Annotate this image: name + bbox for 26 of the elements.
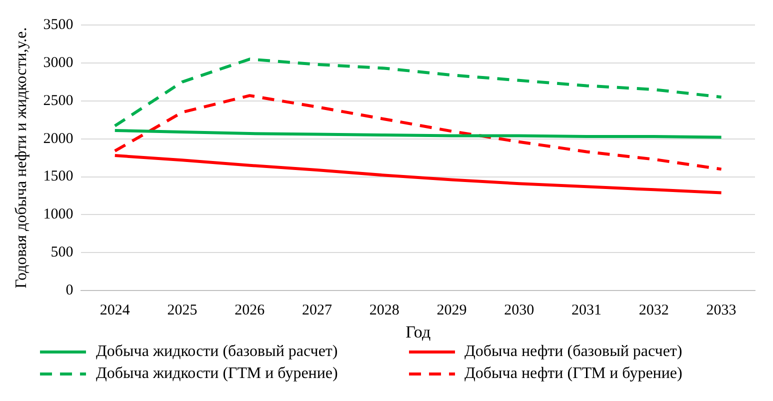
y-tick-label: 1000	[43, 206, 74, 223]
y-axis-title: Годовая добыча нефти и жидкости,у.е.	[12, 27, 30, 288]
x-tick-label: 2025	[167, 302, 198, 319]
x-tick-label: 2031	[572, 302, 602, 319]
y-tick-label: 500	[50, 244, 74, 261]
y-tick-label: 1500	[43, 168, 74, 185]
x-tick-label: 2028	[369, 302, 400, 319]
legend-label: Добыча нефти (базовый расчет)	[464, 343, 682, 361]
legend-label: Добыча нефти (ГТМ и бурение)	[464, 365, 682, 383]
y-tick-label: 0	[66, 282, 74, 299]
y-tick-label: 2500	[43, 92, 74, 109]
x-tick-label: 2027	[302, 302, 333, 319]
x-tick-label: 2030	[504, 302, 534, 319]
x-tick-label: 2029	[436, 302, 467, 319]
y-tick-label: 2000	[43, 130, 74, 147]
x-tick-label: 2032	[638, 302, 669, 319]
y-tick-label: 3500	[43, 16, 74, 33]
line-series	[113, 58, 723, 128]
legend-label: Добыча жидкости (ГТМ и бурение)	[96, 365, 338, 383]
y-tick-label: 3000	[43, 54, 74, 71]
x-tick-label: 2024	[100, 302, 130, 319]
line-series	[113, 94, 723, 171]
x-axis-title: Год	[406, 322, 431, 342]
legend-label: Добыча жидкости (базовый расчет)	[96, 343, 338, 361]
x-tick-label: 2026	[234, 302, 266, 319]
x-tick-label: 2033	[706, 302, 736, 319]
